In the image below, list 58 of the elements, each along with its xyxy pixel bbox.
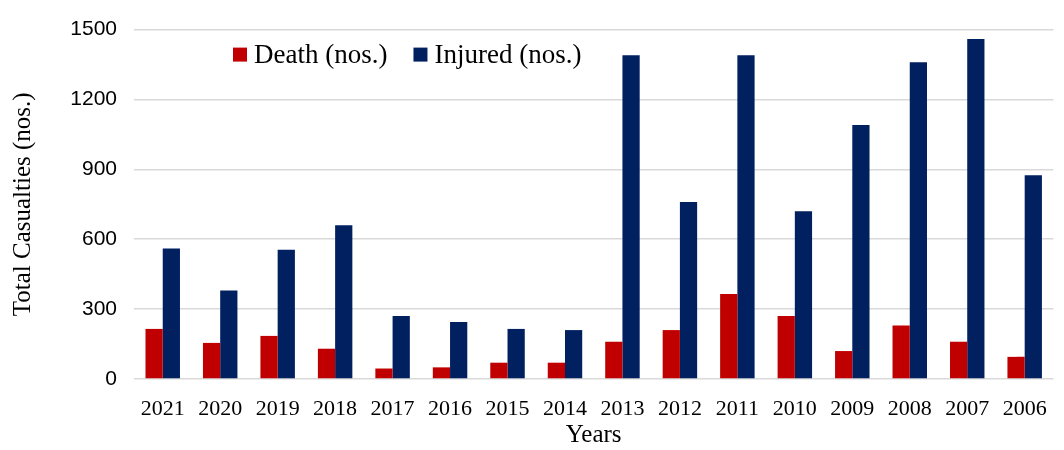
bar bbox=[220, 290, 238, 379]
y-tick-label: 300 bbox=[81, 295, 117, 319]
x-tick-label: 2014 bbox=[542, 394, 587, 420]
x-tick-label: 2016 bbox=[428, 394, 473, 420]
x-tick-label: 2008 bbox=[887, 394, 932, 420]
bar bbox=[260, 335, 278, 379]
bar bbox=[547, 362, 565, 379]
bar bbox=[679, 201, 698, 379]
bar bbox=[202, 342, 221, 379]
bar bbox=[967, 38, 985, 379]
y-tick-label: 0 bbox=[105, 365, 117, 389]
bar bbox=[432, 367, 451, 379]
legend-label: Death (nos.) bbox=[254, 38, 388, 69]
bar bbox=[162, 248, 180, 379]
y-tick-label: 900 bbox=[81, 156, 117, 180]
bar bbox=[317, 348, 336, 379]
bar bbox=[852, 125, 870, 379]
bar bbox=[277, 249, 295, 379]
y-axis-title: Total Casualties (nos.) bbox=[7, 92, 36, 317]
bar bbox=[794, 211, 813, 379]
y-tick-label: 1500 bbox=[70, 16, 117, 40]
bar bbox=[1007, 356, 1025, 379]
x-tick-label: 2012 bbox=[657, 394, 702, 420]
bar bbox=[392, 316, 410, 379]
x-tick-label: 2018 bbox=[313, 394, 358, 420]
bar bbox=[949, 341, 968, 379]
bar bbox=[777, 316, 795, 379]
bar bbox=[335, 225, 353, 379]
x-tick-label: 2019 bbox=[255, 394, 300, 420]
bar bbox=[375, 368, 393, 379]
x-tick-label: 2011 bbox=[715, 394, 759, 420]
bar bbox=[564, 330, 583, 379]
bar bbox=[662, 330, 680, 379]
bar bbox=[450, 321, 468, 379]
x-tick-label: 2013 bbox=[600, 394, 645, 420]
bar bbox=[892, 325, 910, 379]
y-tick-label: 1200 bbox=[70, 86, 117, 110]
bar bbox=[835, 351, 853, 379]
x-tick-label: 2007 bbox=[945, 394, 990, 420]
x-axis-title: Years bbox=[565, 419, 622, 447]
bar bbox=[622, 55, 640, 379]
x-tick-label: 2010 bbox=[772, 394, 817, 420]
x-tick-label: 2006 bbox=[1002, 394, 1047, 420]
bar bbox=[1024, 175, 1042, 379]
bar bbox=[720, 293, 738, 379]
x-tick-label: 2009 bbox=[830, 394, 875, 420]
legend-label: Injured (nos.) bbox=[434, 38, 582, 69]
bar bbox=[605, 341, 623, 379]
bar bbox=[145, 328, 163, 379]
bar bbox=[490, 362, 508, 379]
bar bbox=[909, 62, 927, 379]
x-tick-label: 2017 bbox=[370, 394, 415, 420]
x-tick-label: 2015 bbox=[485, 394, 530, 420]
bar bbox=[737, 55, 755, 379]
x-tick-label: 2020 bbox=[198, 394, 243, 420]
bar bbox=[507, 328, 525, 379]
y-tick-label: 600 bbox=[81, 226, 117, 250]
x-tick-label: 2021 bbox=[140, 394, 185, 420]
